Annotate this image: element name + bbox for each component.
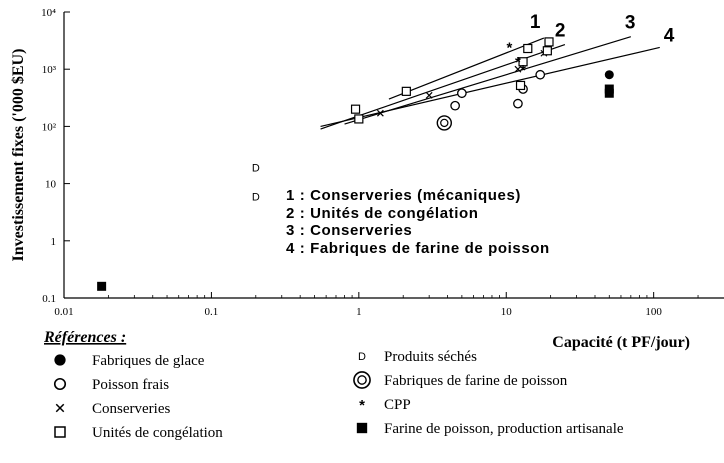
ring-outer (353, 371, 371, 389)
legend-marker (53, 377, 67, 391)
data-point (354, 114, 364, 124)
data-point (425, 91, 433, 99)
data-point (544, 37, 554, 47)
data-point: D (252, 191, 260, 203)
legend-label: Unités de congélation (92, 425, 223, 441)
annotation-3: 3 : Conserveries (286, 222, 412, 239)
y-tick-label: 1 (51, 236, 57, 248)
x-tick-label: 1 (356, 306, 362, 318)
data-point (401, 86, 411, 96)
data-point: * (520, 62, 526, 79)
data-point (604, 88, 614, 98)
fit-line-label-1: 1 (530, 12, 541, 33)
data-point (523, 43, 533, 54)
y-tick-label: 10⁴ (41, 7, 56, 19)
data-point (436, 115, 453, 131)
y-tick-label: 0.1 (42, 293, 56, 305)
x-tick-label: 10 (501, 306, 513, 318)
data-point: * (506, 39, 512, 56)
ring-inner (357, 375, 367, 385)
ring-inner (440, 118, 449, 128)
data-point (513, 98, 523, 109)
ring-outer (436, 115, 453, 131)
legend-item: Conserveries (55, 401, 170, 417)
x-stroke (514, 65, 522, 73)
data-point (542, 46, 552, 56)
x-axis-label: Capacité (t PF/jour) (552, 334, 690, 351)
legend-label: CPP (384, 397, 411, 413)
legend-label: Conserveries (92, 401, 170, 417)
annotation-1: 1 : Conserveries (mécaniques) (286, 187, 521, 204)
legend-marker (55, 403, 65, 413)
data-point (376, 109, 384, 117)
legend-marker: D (358, 351, 366, 363)
fit-line-label-2: 2 (555, 21, 566, 42)
legend-item: Farine de poisson, production artisanale (356, 421, 624, 437)
legend-label: Fabriques de farine de poisson (384, 373, 568, 389)
data-point (97, 281, 107, 291)
annotation-block: 1 : Conserveries (mécaniques) 2 : Unités… (286, 187, 550, 257)
data-point (457, 88, 467, 99)
data-point (514, 65, 522, 73)
legend-marker (54, 426, 66, 438)
legend-title: Références : (43, 329, 126, 346)
legend-item: * CPP (359, 397, 411, 414)
x-tick-label: 0.01 (54, 306, 73, 318)
legend-label: Farine de poisson, production artisanale (384, 421, 624, 437)
data-point (535, 69, 546, 80)
legend: Fabriques de glace Poisson frais Conserver… (53, 349, 624, 441)
legend-marker (54, 354, 66, 366)
y-tick-label: 10³ (42, 64, 57, 76)
legend-label: Produits séchés (384, 349, 477, 365)
legend-item: Fabriques de farine de poisson (353, 371, 568, 389)
fit-lines: 1 2 3 4 (320, 12, 675, 130)
legend-item: Unités de congélation (54, 425, 223, 441)
fit-line-label-4: 4 (664, 25, 675, 46)
axes (63, 12, 724, 299)
annotation-4: 4 : Fabriques de farine de poisson (286, 240, 550, 257)
legend-label: Poisson frais (92, 377, 169, 393)
data-point (518, 57, 528, 67)
y-axis-label: Investissement fixes ('000 $EU) (10, 49, 27, 262)
legend-marker: * (359, 397, 365, 414)
legend-item: Poisson frais (53, 377, 169, 393)
legend-item: Fabriques de glace (54, 353, 205, 369)
legend-label: Fabriques de glace (92, 353, 205, 369)
data-point: * (515, 54, 521, 71)
fit-line-label-3: 3 (625, 13, 636, 34)
annotation-2: 2 : Unités de congélation (286, 205, 479, 222)
legend-marker (356, 422, 368, 434)
legend-item: D Produits séchés (358, 349, 477, 365)
y-tick-label: 10² (42, 121, 57, 133)
data-point (515, 80, 526, 91)
data-point: D (252, 163, 260, 175)
data-points: DD** * (97, 37, 614, 291)
x-tick-label: 100 (645, 306, 662, 318)
data-point (350, 104, 361, 114)
data-point (450, 100, 460, 111)
legend-marker (353, 371, 371, 389)
fit-line-1 (388, 37, 545, 100)
y-tick-label: 10 (45, 179, 57, 191)
x-stroke (376, 109, 384, 117)
x-stroke (55, 403, 65, 413)
x-tick-label: 0.1 (205, 306, 219, 318)
fit-line-4 (320, 46, 660, 127)
data-point (604, 70, 614, 80)
x-stroke (425, 91, 433, 99)
